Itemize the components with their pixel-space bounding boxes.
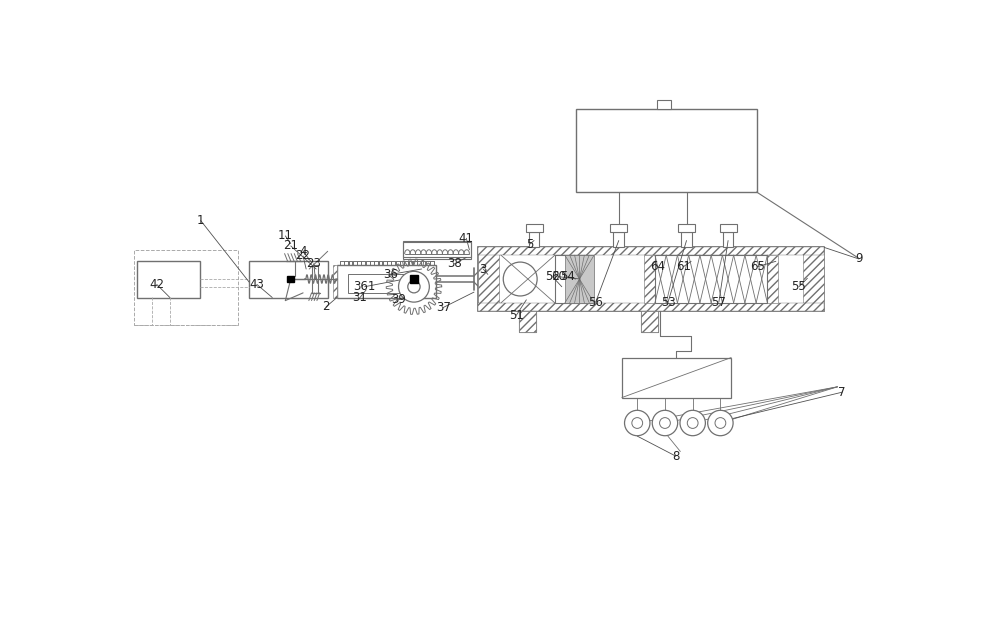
Bar [348, 274, 404, 293]
Bar [403, 242, 471, 258]
Text: 38: 38 [447, 257, 462, 270]
Bar [720, 224, 737, 232]
Circle shape [687, 417, 698, 428]
Bar [134, 250, 238, 325]
Bar [767, 255, 778, 303]
Bar [803, 247, 824, 310]
Text: 53: 53 [661, 296, 675, 308]
Circle shape [708, 410, 733, 436]
Bar [576, 109, 757, 192]
Text: 64: 64 [650, 260, 665, 273]
Text: 54: 54 [561, 270, 575, 283]
Text: 1: 1 [197, 214, 204, 227]
Bar [678, 224, 695, 232]
Bar [478, 247, 499, 310]
Text: 9: 9 [855, 252, 863, 265]
Text: 23: 23 [306, 257, 321, 270]
Circle shape [680, 410, 705, 436]
Bar [337, 265, 436, 298]
Bar [519, 310, 536, 332]
Text: 37: 37 [436, 301, 451, 314]
Circle shape [503, 262, 537, 296]
Text: 2: 2 [322, 300, 330, 313]
Text: 5: 5 [526, 238, 533, 251]
Text: 361: 361 [353, 280, 376, 293]
Text: 7: 7 [838, 386, 846, 399]
Circle shape [399, 271, 429, 302]
Bar [657, 100, 671, 109]
Text: 43: 43 [249, 278, 264, 291]
Bar [641, 310, 658, 332]
Bar [526, 224, 543, 232]
Bar [641, 310, 658, 332]
Text: 56: 56 [588, 296, 603, 308]
Text: 36: 36 [383, 268, 398, 281]
Text: 39: 39 [391, 293, 406, 307]
Circle shape [408, 281, 420, 293]
Bar [681, 232, 692, 247]
Bar [249, 261, 328, 298]
Text: 60: 60 [551, 270, 566, 283]
Polygon shape [565, 255, 594, 303]
Text: 41: 41 [459, 232, 474, 245]
Circle shape [660, 417, 670, 428]
Bar [478, 247, 824, 255]
Text: 22: 22 [296, 249, 311, 262]
Bar [613, 232, 624, 247]
Text: 61: 61 [676, 260, 691, 273]
Text: 8: 8 [672, 450, 679, 462]
Bar [478, 303, 824, 310]
Text: 42: 42 [149, 278, 164, 291]
Bar [655, 255, 767, 303]
Bar [287, 276, 294, 283]
Text: 31: 31 [353, 291, 367, 304]
Bar [137, 261, 200, 298]
Text: 57: 57 [711, 296, 726, 308]
Text: 52: 52 [545, 270, 560, 283]
Text: 4: 4 [299, 245, 307, 258]
Bar [519, 310, 536, 332]
Bar [478, 247, 824, 310]
Bar [529, 232, 539, 247]
Bar [312, 265, 318, 293]
Bar [644, 255, 655, 303]
Bar [410, 275, 418, 283]
Bar [622, 357, 731, 397]
Circle shape [652, 410, 678, 436]
Circle shape [632, 417, 643, 428]
Text: 65: 65 [750, 260, 765, 273]
Bar [610, 224, 627, 232]
Bar [403, 240, 471, 259]
Bar [333, 265, 337, 298]
Bar [555, 255, 593, 303]
Circle shape [715, 417, 726, 428]
Circle shape [625, 410, 650, 436]
Text: 11: 11 [278, 229, 293, 242]
Text: 55: 55 [792, 280, 806, 293]
Text: 51: 51 [509, 308, 524, 322]
Text: 3: 3 [480, 263, 487, 276]
Text: 21: 21 [283, 240, 298, 252]
Bar [723, 232, 733, 247]
Bar [555, 255, 566, 303]
